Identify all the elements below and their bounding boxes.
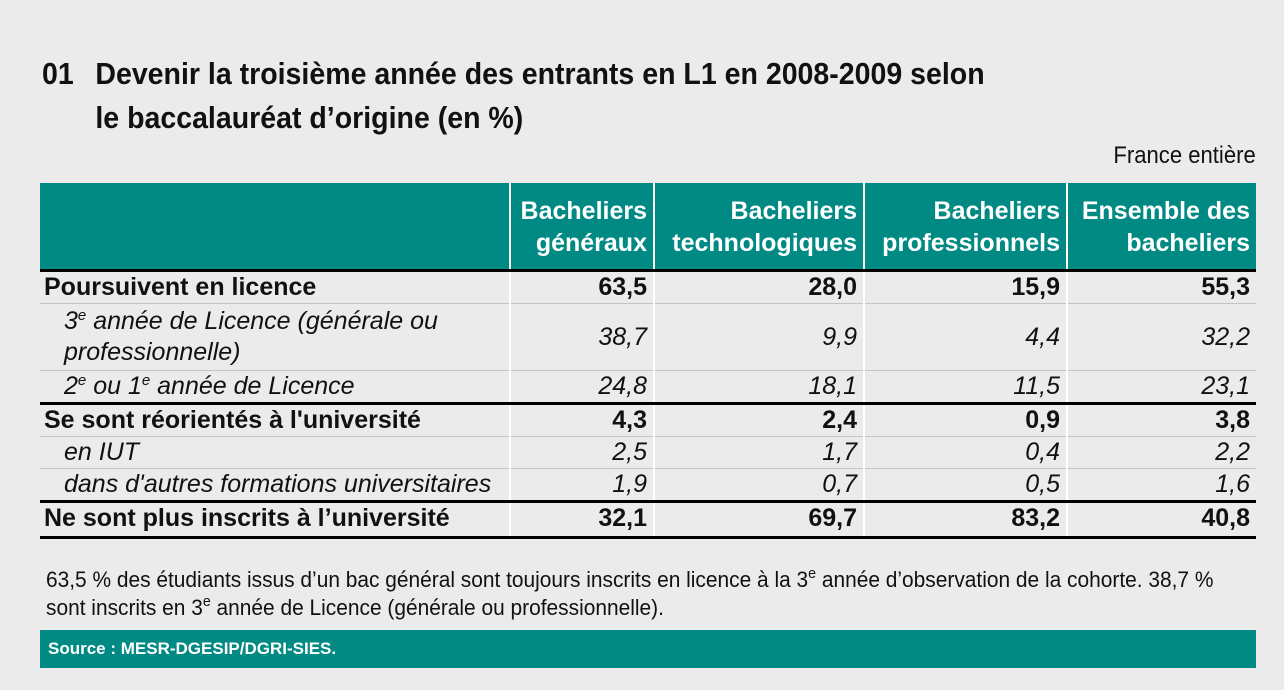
table-row: Se sont réorientés à l'université 4,3 2,…: [40, 403, 1256, 437]
cell-value: 1,9: [509, 468, 654, 502]
header-ensemble: Ensemble des bacheliers: [1066, 183, 1256, 271]
cell-value: 1,6: [1066, 468, 1256, 502]
title-line-2: le baccalauréat d’origine (en %): [95, 100, 524, 135]
cell-value: 83,2: [863, 501, 1067, 539]
header-bac-generaux: Bacheliers généraux: [509, 183, 654, 271]
cell-value: 40,8: [1066, 501, 1256, 539]
cell-value: 28,0: [653, 270, 864, 304]
data-table: Bacheliers généraux Bacheliers technologiq…: [40, 183, 1256, 539]
cell-value: 9,9: [653, 303, 864, 371]
cell-value: 23,1: [1066, 370, 1256, 404]
cell-value: 15,9: [863, 270, 1067, 304]
row-label: Se sont réorientés à l'université: [40, 403, 510, 437]
reading-note: 63,5 % des étudiants issus d’un bac géné…: [46, 565, 1214, 620]
header-row: Bacheliers généraux Bacheliers technologiq…: [40, 183, 1256, 271]
figure-title: 01 Devenir la troisième année des entrant…: [42, 52, 985, 140]
title-line-1: Devenir la troisième année des entrants …: [95, 56, 985, 91]
table-row: 3e année de Licence (générale ou profess…: [40, 303, 1256, 371]
row-label: dans d'autres formations universitaires: [40, 468, 510, 502]
cell-value: 24,8: [509, 370, 654, 404]
row-label: Ne sont plus inscrits à l’université: [40, 501, 510, 539]
cell-value: 4,3: [509, 403, 654, 437]
figure-number: 01: [42, 56, 74, 91]
cell-value: 32,1: [509, 501, 654, 539]
cell-value: 38,7: [509, 303, 654, 371]
cell-value: 0,7: [653, 468, 864, 502]
cell-value: 2,4: [653, 403, 864, 437]
header-empty: [40, 183, 510, 271]
row-label: en IUT: [40, 436, 510, 469]
row-label: 3e année de Licence (générale ou profess…: [40, 303, 510, 371]
table-row: Poursuivent en licence 63,5 28,0 15,9 55…: [40, 270, 1256, 304]
cell-value: 32,2: [1066, 303, 1256, 371]
cell-value: 3,8: [1066, 403, 1256, 437]
row-label: Poursuivent en licence: [40, 270, 510, 304]
cell-value: 55,3: [1066, 270, 1256, 304]
cell-value: 63,5: [509, 270, 654, 304]
table-row: en IUT 2,5 1,7 0,4 2,2: [40, 436, 1256, 469]
cell-value: 0,5: [863, 468, 1067, 502]
header-bac-professionnels: Bacheliers professionnels: [863, 183, 1067, 271]
cell-value: 69,7: [653, 501, 864, 539]
table-row: dans d'autres formations universitaires …: [40, 468, 1256, 502]
cell-value: 2,5: [509, 436, 654, 469]
cell-value: 0,4: [863, 436, 1067, 469]
row-label: 2e ou 1e année de Licence: [40, 370, 510, 404]
cell-value: 1,7: [653, 436, 864, 469]
cell-value: 0,9: [863, 403, 1067, 437]
cell-value: 18,1: [653, 370, 864, 404]
cell-value: 11,5: [863, 370, 1067, 404]
table-row: 2e ou 1e année de Licence 24,8 18,1 11,5…: [40, 370, 1256, 404]
cell-value: 4,4: [863, 303, 1067, 371]
source-bar: Source : MESR-DGESIP/DGRI-SIES.: [40, 630, 1256, 668]
table-row: Ne sont plus inscrits à l’université 32,…: [40, 501, 1256, 539]
header-bac-technologiques: Bacheliers technologiques: [653, 183, 864, 271]
cell-value: 2,2: [1066, 436, 1256, 469]
scope-label: France entière: [1113, 142, 1256, 169]
